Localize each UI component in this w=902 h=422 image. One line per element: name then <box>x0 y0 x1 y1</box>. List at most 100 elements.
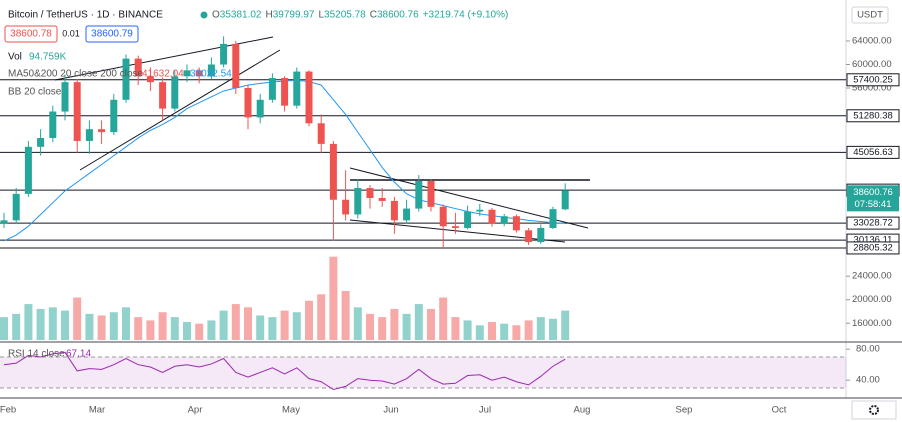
ma-label: MA50&200 20 close 200 close <box>8 69 144 80</box>
candle-body <box>403 208 411 221</box>
volume-bar <box>305 300 313 340</box>
volume-bar <box>524 320 533 340</box>
rsi-label: RSI 14 close <box>8 349 65 360</box>
y-tick-label: 60000.00 <box>852 59 892 70</box>
candle-body <box>146 76 154 83</box>
candle-body <box>488 209 496 224</box>
volume-bar <box>183 322 191 340</box>
candle-body <box>268 78 276 100</box>
sell-price[interactable]: 38600.78 <box>10 29 52 40</box>
volume-bar <box>85 313 94 340</box>
candle-body <box>73 82 81 141</box>
ohlc-label: O <box>212 10 220 21</box>
level-label: 33028.72 <box>853 218 893 229</box>
x-tick-label: May <box>282 405 300 416</box>
candle-body <box>281 78 289 106</box>
ma-value: 33022.54 <box>190 69 232 80</box>
y-tick-label: 20000.00 <box>852 294 892 305</box>
x-tick-label: Aug <box>574 405 591 416</box>
volume-bar <box>61 310 69 340</box>
ohlc-value: 39799.97 <box>273 10 315 21</box>
volume-bar <box>134 317 143 340</box>
candle-body <box>110 99 118 133</box>
volume-bar <box>231 304 240 340</box>
volume-bar <box>36 308 45 340</box>
candle-body <box>220 43 228 65</box>
candle-body <box>329 143 337 200</box>
volume-bar <box>73 297 82 340</box>
candle-body <box>451 226 459 228</box>
candle-body <box>305 71 313 124</box>
candle-body <box>439 206 447 227</box>
ohlc-label: H <box>266 10 273 21</box>
candle-body <box>37 138 45 147</box>
y-tick-label: 24000.00 <box>852 271 892 282</box>
ma-value: 41632.04 <box>142 69 184 80</box>
x-tick-label: Jun <box>383 405 398 416</box>
ohlc-value: 35381.02 <box>220 10 262 21</box>
ohlc-label: C <box>370 10 377 21</box>
level-label: 28805.32 <box>853 242 893 253</box>
sell-box[interactable] <box>4 25 58 43</box>
buy-box[interactable] <box>85 25 139 43</box>
candle-body <box>61 82 69 112</box>
trend-line <box>79 49 281 171</box>
x-tick-label: Mar <box>89 405 105 416</box>
rsi-line <box>3 351 566 391</box>
candle-body <box>159 82 167 109</box>
candle-body <box>232 43 240 89</box>
level-label: 51280.38 <box>853 110 893 121</box>
candle-body <box>49 111 57 139</box>
candle-body <box>24 146 32 194</box>
y-tick-label: 16000.00 <box>852 318 892 329</box>
x-tick-label: Feb <box>0 405 16 416</box>
x-tick-label: Oct <box>772 405 787 416</box>
countdown: 07:58:41 <box>855 199 892 210</box>
y-tick-label: 56000.00 <box>852 83 892 94</box>
volume-bar <box>561 310 570 340</box>
level-label: 57400.25 <box>853 74 893 85</box>
candle-body <box>207 64 215 77</box>
candle-body <box>256 99 264 118</box>
volume-bar <box>292 312 301 340</box>
volume-bar <box>451 317 460 340</box>
candle-body <box>561 190 569 210</box>
level-label-box <box>846 73 900 87</box>
volume-bar <box>488 322 496 340</box>
volume-bar <box>158 312 167 340</box>
volume-bar <box>329 256 338 340</box>
volume-bar <box>280 310 289 340</box>
level-label-box <box>846 109 900 123</box>
candle-body <box>293 71 301 106</box>
volume-bar <box>402 313 411 340</box>
last-price: 38600.76 <box>853 187 893 198</box>
candle-body <box>342 199 350 215</box>
volume-bar <box>500 323 509 340</box>
candle-body <box>366 187 374 198</box>
candle-body <box>549 209 557 228</box>
currency-button[interactable] <box>851 6 889 24</box>
volume-bar <box>109 312 118 340</box>
volume-bar <box>48 307 57 340</box>
symbol: Bitcoin / TetherUS · 1D · BINANCE <box>8 10 163 21</box>
volume-bar <box>317 294 326 340</box>
buy-price[interactable]: 38600.79 <box>91 29 133 40</box>
candle-body <box>476 209 484 212</box>
volume-bar <box>0 317 8 340</box>
settings-button[interactable] <box>851 400 897 420</box>
volume-bar <box>244 307 252 340</box>
volume-bar <box>341 291 350 340</box>
candle-body <box>12 193 20 221</box>
candle-body <box>122 58 130 100</box>
settings-icon[interactable] <box>869 405 879 415</box>
ohlc-value: 38600.76 <box>377 10 419 21</box>
volume-bar <box>146 320 155 340</box>
volume-bar <box>549 318 557 340</box>
currency[interactable]: USDT <box>857 10 883 21</box>
candle-body <box>354 187 362 215</box>
rsi-tick-label: 40.00 <box>856 375 880 386</box>
candle-body <box>512 216 520 231</box>
rsi-value: 67.14 <box>66 349 91 360</box>
level-label-box <box>846 241 900 255</box>
